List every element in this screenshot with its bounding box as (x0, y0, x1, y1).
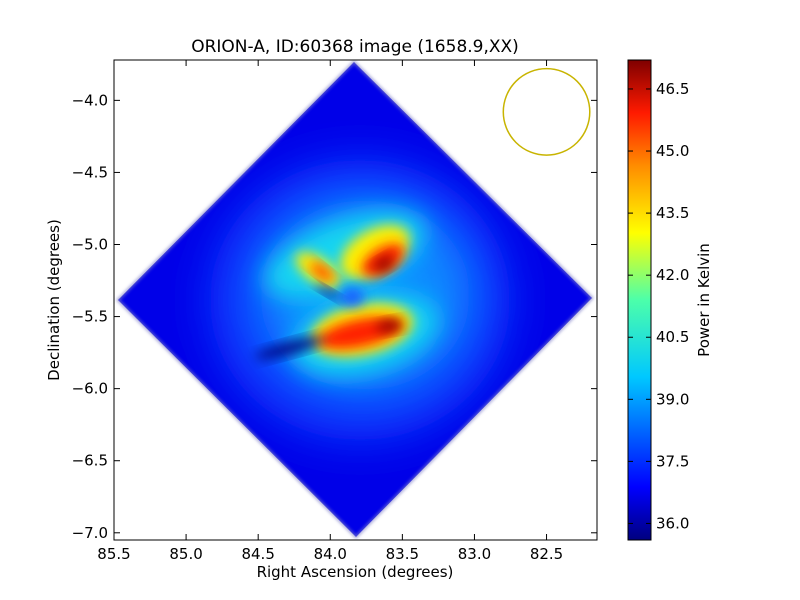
colorbar-axis: 36.0 37.5 39.0 40.5 42.0 43.5 45.0 46.5 (628, 80, 689, 532)
x-axis: 85.5 85.0 84.5 84.0 83.5 83.0 82.5 (97, 60, 563, 563)
x-tick-label: 83.0 (458, 545, 491, 563)
colorbar-tick-label: 46.5 (656, 80, 689, 98)
y-tick-label: −6.5 (72, 452, 108, 470)
y-axis: −4.0 −4.5 −5.0 −5.5 −6.0 −6.5 −7.0 (72, 91, 597, 542)
y-tick-label: −4.5 (72, 163, 108, 181)
axes-frame (113, 59, 598, 541)
y-tick-label: −7.0 (72, 524, 108, 542)
x-tick-label: 85.5 (97, 545, 130, 563)
y-tick-label: −4.0 (72, 91, 108, 109)
x-tick-label: 83.5 (386, 545, 419, 563)
chart-title: ORION-A, ID:60368 image (1658.9,XX) (191, 37, 519, 57)
x-tick-label: 85.0 (169, 545, 202, 563)
x-tick-label: 84.5 (241, 545, 274, 563)
colorbar-tick-label: 42.0 (656, 266, 689, 284)
colorbar-tick-label: 36.0 (656, 514, 689, 532)
x-tick-label: 82.5 (530, 545, 563, 563)
x-tick-label: 84.0 (314, 545, 347, 563)
colorbar-tick-label: 43.5 (656, 204, 689, 222)
y-axis-label: Declination (degrees) (45, 219, 63, 381)
y-tick-label: −5.5 (72, 308, 108, 326)
colorbar-tick-label: 37.5 (656, 452, 689, 470)
y-tick-label: −6.0 (72, 380, 108, 398)
colorbar-label: Power in Kelvin (695, 243, 713, 357)
colorbar-tick-label: 45.0 (656, 142, 689, 160)
dark-streak (255, 337, 325, 359)
darkred-lower (376, 319, 404, 333)
colorbar (627, 59, 652, 541)
colorbar-tick-label: 40.5 (656, 328, 689, 346)
red-upper-left (310, 262, 334, 282)
dark-streak-2 (315, 284, 341, 300)
central-dip (340, 288, 364, 306)
map-edge (116, 60, 594, 539)
y-tick-label: −5.0 (72, 236, 108, 254)
x-axis-label: Right Ascension (degrees) (257, 563, 454, 581)
darkred-upper-right (374, 256, 394, 272)
beam-circle (502, 67, 591, 156)
colorbar-tick-label: 39.0 (656, 390, 689, 408)
